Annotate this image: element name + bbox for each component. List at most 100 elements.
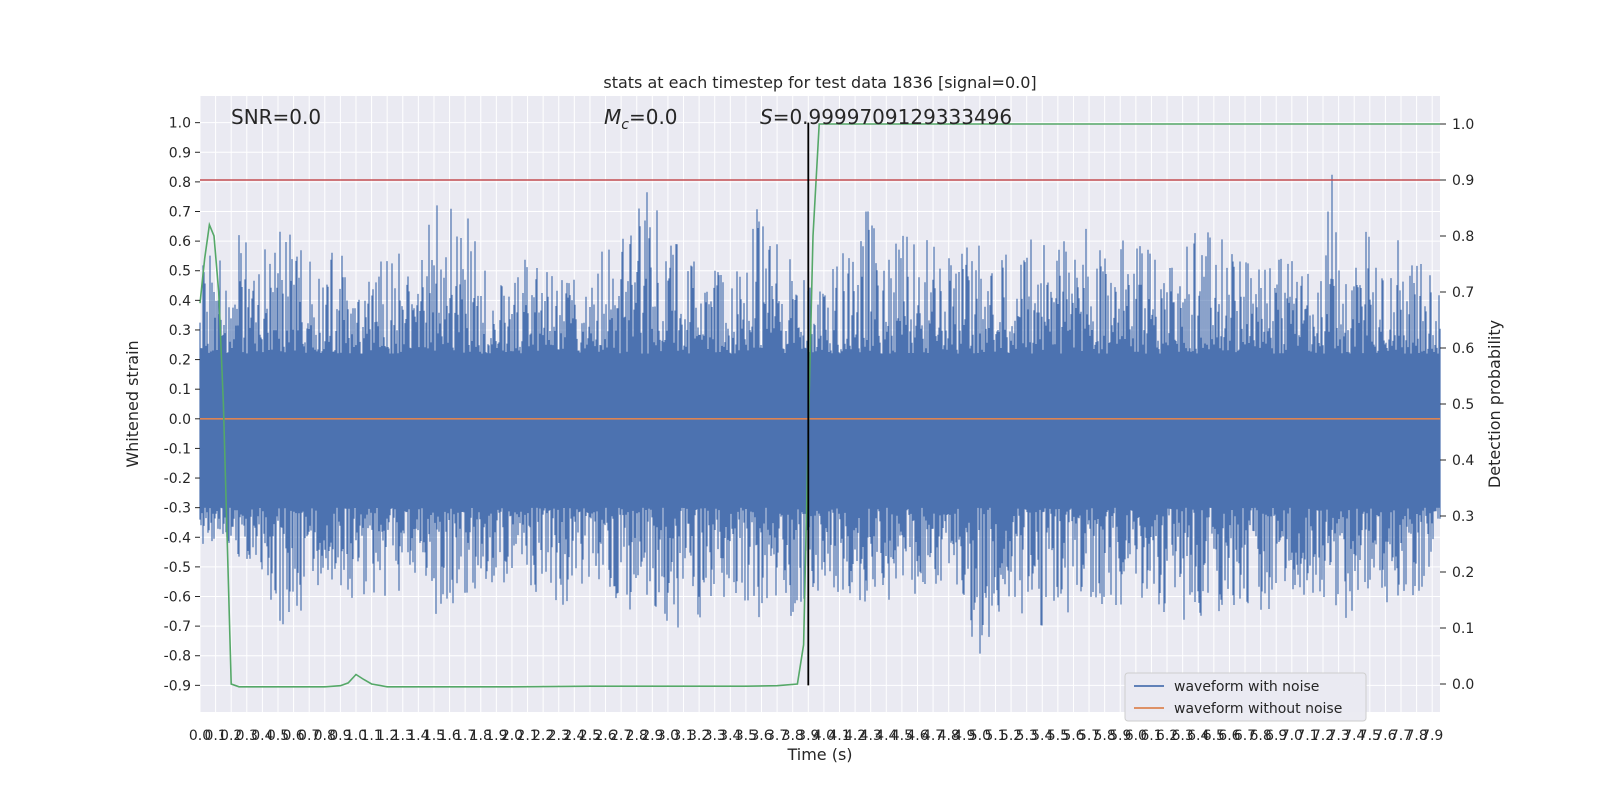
x-tick-label: 7.2: [1312, 728, 1334, 744]
y2-tick-label: 0.3: [1452, 509, 1474, 525]
y-tick-label: 0.1: [169, 382, 191, 398]
x-tick-label: 4.8: [938, 728, 960, 744]
y2-tick-label: 0.9: [1452, 173, 1474, 189]
y2-tick-label: 0.4: [1452, 453, 1474, 469]
chirp-mass-annotation: Mc=0.0: [604, 105, 678, 133]
x-tick-label: 2.9: [641, 728, 663, 744]
x-tick-label: 5.9: [1109, 728, 1131, 744]
x-tick-label: 3.7: [766, 728, 788, 744]
x-tick-label: 1.5: [423, 728, 445, 744]
series-lines: [199, 122, 1440, 688]
x-tick-label: 4.1: [828, 728, 850, 744]
x-tick-label: 1.6: [438, 728, 460, 744]
x-tick-label: 2.6: [594, 728, 616, 744]
x-tick-label: 0.3: [236, 728, 258, 744]
x-tick-label: 3.2: [688, 728, 710, 744]
legend-label-noisy: waveform with noise: [1174, 679, 1319, 695]
x-tick-label: 2.1: [516, 728, 538, 744]
x-tick-label: 3.6: [750, 728, 772, 744]
y2-tick-label: 0.8: [1452, 229, 1474, 245]
x-tick-label: 6.3: [1172, 728, 1194, 744]
x-tick-label: 2.3: [548, 728, 570, 744]
x-tick-label: 7.5: [1359, 728, 1381, 744]
x-tick-label: 0.5: [267, 728, 289, 744]
y2-tick-label: 0.1: [1452, 621, 1474, 637]
x-tick-label: 3.9: [797, 728, 819, 744]
y2-tick-label: 0.6: [1452, 341, 1474, 357]
y2-tick-label: 0.2: [1452, 565, 1474, 581]
y-tick-label: 0.7: [169, 205, 191, 221]
x-tick-label: 2.4: [563, 728, 585, 744]
x-tick-label: 5.7: [1078, 728, 1100, 744]
snr-annotation: SNR=0.0: [231, 105, 321, 129]
x-tick-label: 6.6: [1218, 728, 1240, 744]
x-tick-label: 1.2: [376, 728, 398, 744]
detection-stat-value: =0.9999709129333496: [773, 105, 1012, 129]
x-tick-label: 0.7: [298, 728, 320, 744]
x-tick-label: 1.4: [407, 728, 429, 744]
y-tick-label: 0.3: [169, 323, 191, 339]
legend: waveform with noise waveform without noi…: [1124, 672, 1367, 722]
chart-title: stats at each timestep for test data 183…: [603, 73, 1036, 92]
x-tick-label: 5.6: [1062, 728, 1084, 744]
chirp-mass-value: =0.0: [629, 105, 678, 129]
x-tick-label: 0.9: [329, 728, 351, 744]
y-tick-label: -0.7: [164, 619, 191, 635]
x-tick-label: 1.7: [454, 728, 476, 744]
chirp-mass-symbol: M: [604, 105, 621, 129]
x-tick-label: 6.1: [1140, 728, 1162, 744]
x-tick-label: 6.9: [1265, 728, 1287, 744]
y2-axis-label: Detection probability: [1485, 320, 1504, 488]
x-tick-label: 6.8: [1249, 728, 1271, 744]
x-tick-label: 3.3: [704, 728, 726, 744]
x-tick-label: 5.8: [1094, 728, 1116, 744]
y-tick-label: -0.6: [164, 590, 191, 606]
x-tick-label: 5.1: [984, 728, 1006, 744]
x-tick-label: 0.6: [282, 728, 304, 744]
x-tick-label: 5.4: [1031, 728, 1053, 744]
x-tick-label: 4.9: [953, 728, 975, 744]
x-tick-label: 6.2: [1156, 728, 1178, 744]
x-tick-label: 1.3: [392, 728, 414, 744]
legend-box: [1124, 672, 1367, 722]
x-tick-label: 5.0: [969, 728, 991, 744]
x-tick-label: 7.4: [1343, 728, 1365, 744]
y-tick-label: 0.8: [169, 175, 191, 191]
x-tick-label: 4.5: [891, 728, 913, 744]
x-tick-label: 1.8: [470, 728, 492, 744]
x-tick-label: 1.0: [345, 728, 367, 744]
x-tick-label: 2.7: [610, 728, 632, 744]
detection-stat-symbol: S: [760, 105, 773, 129]
x-tick-label: 5.3: [1016, 728, 1038, 744]
chirp-mass-subscript: c: [621, 117, 629, 133]
x-tick-label: 1.1: [360, 728, 382, 744]
x-tick-label: 4.0: [813, 728, 835, 744]
x-tick-label: 4.4: [875, 728, 897, 744]
x-tick-label: 3.1: [672, 728, 694, 744]
y-tick-label: -0.1: [164, 441, 191, 457]
y2-tick-label: 1.0: [1452, 117, 1474, 133]
y-tick-label: 0.0: [169, 412, 191, 428]
x-tick-label: 7.7: [1390, 728, 1412, 744]
x-tick-label: 3.4: [719, 728, 741, 744]
x-tick-label: 4.2: [844, 728, 866, 744]
x-axis-label: Time (s): [786, 745, 852, 764]
y2-tick-label: 0.7: [1452, 285, 1474, 301]
x-tick-label: 2.5: [579, 728, 601, 744]
x-tick-label: 0.4: [251, 728, 273, 744]
x-tick-label: 3.0: [657, 728, 679, 744]
detection-stat-annotation: S=0.9999709129333496: [760, 105, 1012, 129]
y-tick-label: -0.4: [164, 530, 191, 546]
x-tick-label: 7.0: [1281, 728, 1303, 744]
x-tick-label: 4.6: [906, 728, 928, 744]
x-tick-label: 1.9: [485, 728, 507, 744]
x-tick-label: 3.8: [782, 728, 804, 744]
y-tick-label: -0.8: [164, 649, 191, 665]
x-tick-label: 5.5: [1047, 728, 1069, 744]
x-tick-label: 6.7: [1234, 728, 1256, 744]
y-axis-label: Whitened strain: [123, 340, 142, 467]
y-tick-label: -0.2: [164, 471, 191, 487]
y-tick-label: 1.0: [169, 116, 191, 132]
x-tick-label: 0.0: [189, 728, 211, 744]
x-tick-label: 7.8: [1405, 728, 1427, 744]
